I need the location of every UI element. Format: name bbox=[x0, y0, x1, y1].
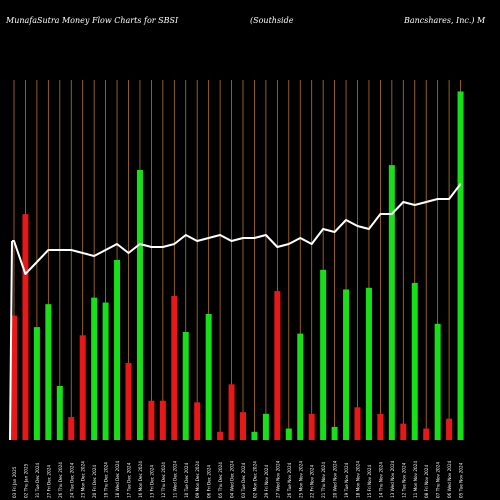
price-line bbox=[12, 183, 462, 275]
x-tick-label: 07 Thu Nov 2024 bbox=[436, 462, 441, 498]
x-tick-label: 26 Tue Nov 2024 bbox=[287, 462, 292, 498]
price-line-layer bbox=[9, 183, 462, 441]
chart-title: MunafaSutra Money Flow Charts for SBSI bbox=[6, 16, 179, 25]
flow-bar bbox=[262, 413, 269, 440]
x-tick-label: 17 Tue Dec 2024 bbox=[127, 462, 132, 498]
flow-bar bbox=[148, 400, 155, 440]
x-tick-label: 19 Thu Dec 2024 bbox=[104, 462, 109, 498]
x-tick-label: 03 Tue Dec 2024 bbox=[241, 462, 246, 498]
flow-bar bbox=[91, 297, 98, 440]
flow-bar bbox=[228, 384, 235, 440]
x-tick-label: 08 Fri Nov 2024 bbox=[424, 465, 429, 498]
flow-bar bbox=[11, 315, 17, 440]
flow-bar bbox=[22, 214, 29, 440]
company-name-start: (Southside bbox=[250, 16, 294, 25]
flow-bar bbox=[377, 413, 384, 440]
x-tick-label: 22 Fri Nov 2024 bbox=[310, 465, 315, 498]
flow-bar bbox=[388, 165, 395, 440]
x-tick-label: 26 Thu Dec 2024 bbox=[58, 462, 63, 498]
x-tick-label: 12 Tue Nov 2024 bbox=[401, 462, 406, 498]
flow-bar bbox=[331, 426, 338, 440]
x-tick-label: 18 Mon Nov 2024 bbox=[356, 461, 361, 498]
x-tick-label: 06 Wed Nov 2024 bbox=[447, 460, 452, 498]
x-tick-label: 12 Thu Dec 2024 bbox=[161, 462, 166, 498]
x-tick-label: 03 Fri Jan 2025 bbox=[12, 466, 17, 498]
flow-bar bbox=[171, 296, 178, 440]
x-tick-label: 13 Fri Dec 2024 bbox=[149, 465, 154, 498]
flow-bar bbox=[434, 323, 441, 440]
flow-bar bbox=[217, 431, 224, 440]
x-tick-label: 21 Thu Nov 2024 bbox=[321, 462, 326, 498]
x-tick-label: 25 Mon Nov 2024 bbox=[298, 461, 303, 498]
flow-bar bbox=[423, 428, 430, 440]
price-line-start bbox=[9, 240, 13, 441]
x-tick-label: 23 Mon Dec 2024 bbox=[81, 461, 86, 498]
flow-bar bbox=[33, 327, 40, 440]
flow-bar bbox=[320, 269, 327, 440]
x-tick-label: 16 Mon Dec 2024 bbox=[138, 461, 143, 498]
flow-bar bbox=[240, 412, 246, 440]
x-tick-label: 06 Fri Dec 2024 bbox=[207, 465, 212, 498]
flow-bar bbox=[125, 363, 132, 440]
flow-bar bbox=[114, 260, 121, 440]
flow-bar bbox=[400, 423, 407, 440]
x-tick-label: 24 Tue Dec 2024 bbox=[69, 462, 74, 498]
flow-bar bbox=[446, 418, 453, 440]
x-tick-label: 27 Fri Dec 2024 bbox=[46, 465, 51, 498]
flow-bar bbox=[297, 333, 304, 440]
flow-bar bbox=[365, 287, 372, 440]
x-tick-label: 02 Mon Dec 2024 bbox=[252, 461, 257, 498]
x-tick-label: 02 Thu Jan 2025 bbox=[23, 463, 28, 498]
x-tick-label: 04 Wed Dec 2024 bbox=[230, 460, 235, 498]
x-tick-labels: 03 Fri Jan 2025 02 Thu Jan 2025 31 Tue Dec… bbox=[12, 460, 464, 498]
x-tick-label: 20 Wed Nov 2024 bbox=[333, 460, 338, 498]
x-tick-label: 14 Thu Nov 2024 bbox=[378, 462, 383, 498]
x-tick-label: 13 Wed Nov 2024 bbox=[390, 460, 395, 498]
x-tick-label: 18 Wed Dec 2024 bbox=[115, 460, 120, 498]
flow-bar bbox=[205, 314, 212, 440]
flow-bar bbox=[102, 302, 109, 440]
flow-bar bbox=[45, 304, 52, 440]
flow-bar bbox=[308, 413, 315, 440]
flow-bar bbox=[136, 170, 143, 440]
x-tick-label: 15 Fri Nov 2024 bbox=[367, 465, 372, 498]
flow-bars bbox=[11, 91, 464, 441]
x-tick-label: 19 Tue Nov 2024 bbox=[344, 462, 349, 498]
flow-bar bbox=[354, 407, 361, 440]
x-tick-label: 10 Tue Dec 2024 bbox=[184, 462, 189, 498]
flow-bar bbox=[343, 289, 350, 440]
flow-bar bbox=[56, 386, 63, 440]
flow-bar bbox=[194, 402, 201, 440]
x-tick-label: 11 Mon Nov 2024 bbox=[413, 461, 418, 498]
x-tick-label: 31 Tue Dec 2024 bbox=[35, 462, 40, 498]
flow-bar bbox=[68, 417, 75, 440]
flow-bar bbox=[285, 428, 292, 440]
x-tick-label: 29 Fri Nov 2024 bbox=[264, 465, 269, 498]
x-tick-label: 27 Wed Nov 2024 bbox=[275, 460, 280, 498]
flow-bar bbox=[182, 332, 189, 440]
flow-bar bbox=[274, 291, 281, 440]
x-tick-label: 05 Tue Nov 2024 bbox=[459, 462, 464, 498]
flow-bar bbox=[251, 431, 258, 440]
x-tick-label: 05 Thu Dec 2024 bbox=[218, 462, 223, 498]
flow-bar bbox=[411, 282, 418, 440]
flow-bar bbox=[159, 400, 166, 440]
company-name-end: Bancshares, Inc.) M bbox=[404, 16, 486, 25]
flow-bar bbox=[457, 91, 464, 441]
flow-bar bbox=[79, 335, 86, 440]
x-tick-label: 11 Wed Dec 2024 bbox=[172, 460, 177, 498]
x-tick-label: 20 Fri Dec 2024 bbox=[92, 465, 97, 498]
x-tick-label: 09 Mon Dec 2024 bbox=[195, 461, 200, 498]
